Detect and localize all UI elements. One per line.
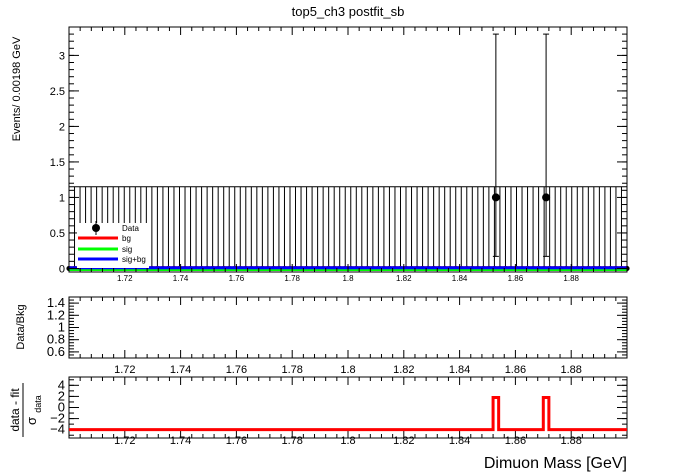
ratio-x-tick-label: 1.74 [170,364,191,376]
ratio-y-axis-label: Data/Bkg [15,304,27,349]
pull-x-tick-label: 1.84 [449,435,470,447]
ratio-y-tick-label: 1 [58,320,65,335]
main-x-tick-label: 1.72 [117,274,133,283]
pull-x-tick-label: 1.82 [393,435,414,447]
data-point [542,193,551,202]
ratio-x-tick-label: 1.8 [340,364,355,376]
main-y-tick-label: 1 [59,192,65,204]
main-x-tick-label: 1.76 [229,274,245,283]
ratio-x-tick-label: 1.76 [226,364,247,376]
main-y-tick-label: 1.5 [50,157,65,169]
ratio-x-tick-label: 1.72 [114,364,135,376]
main-panel: 0 0.5 1 1.5 2 2.5 3 1.72 1.74 1.76 1.78 1.8 1.82 1.84… [50,26,630,283]
main-x-tick-label: 1.78 [284,274,300,283]
ratio-x-tick-label: 1.86 [505,364,526,376]
legend-label-bg: bg [122,234,131,243]
x-axis-label: Dimuon Mass [GeV] [484,455,627,472]
ratio-y-tick-label: 0.8 [47,332,65,347]
main-x-tick-label: 1.86 [508,274,524,283]
pull-y-axis-subscript: data [33,395,43,413]
pull-x-tick-label: 1.86 [505,435,526,447]
pull-y-axis-numerator: data - fit [8,388,22,432]
main-y-axis-label: Events/ 0.00198 GeV [11,36,23,141]
legend-label-sig: sig [122,245,132,254]
ratio-x-tick-label: 1.78 [281,364,302,376]
ratio-y-tick-label: 1.2 [47,307,65,322]
main-y-tick-label: 0 [59,263,65,275]
main-y-tick-label: 3 [59,50,65,62]
data-point [491,193,500,202]
main-y-tick-label: 2.5 [50,86,65,98]
pull-x-tick-label: 1.72 [114,435,135,447]
main-x-tick-label: 1.74 [173,274,189,283]
main-x-tick-label: 1.8 [342,274,354,283]
ratio-panel: 0.60.811.21.4 1.72 1.74 1.76 1.78 1.8 1.82 1.84… [47,295,628,376]
ratio-y-tick-label: 1.4 [47,295,65,310]
legend-label-sigbg: sig+bg [122,255,146,264]
main-x-tick-label: 1.82 [396,274,412,283]
pull-y-axis-denominator: σ [24,417,39,425]
pull-x-tick-label: 1.88 [560,435,581,447]
main-x-tick-label: 1.84 [452,274,468,283]
main-frame [68,26,628,273]
ratio-x-tick-label: 1.82 [393,364,414,376]
pull-x-tick-label: 1.8 [340,435,355,447]
pull-x-tick-label: 1.74 [170,435,191,447]
pull-y-tick-label: −4 [50,422,65,437]
pull-x-tick-label: 1.76 [226,435,247,447]
ratio-y-tick-label: 0.6 [47,344,65,359]
ratio-x-tick-label: 1.84 [449,364,470,376]
chart-title: top5_ch3 postfit_sb [292,4,405,19]
pull-x-tick-label: 1.78 [281,435,302,447]
pull-y-tick-label: 4 [58,377,65,392]
main-x-tick-label: 1.88 [563,274,579,283]
pull-y-tick-label: 0 [58,400,65,415]
pull-y-tick-label: −2 [50,411,65,426]
ratio-x-tick-label: 1.88 [560,364,581,376]
main-y-tick-label: 0.5 [50,228,65,240]
legend-label-data: Data [122,224,139,233]
pull-line [69,396,627,432]
pull-y-tick-label: 2 [58,388,65,403]
main-y-tick-label: 2 [59,121,65,133]
ratio-frame [68,296,628,359]
